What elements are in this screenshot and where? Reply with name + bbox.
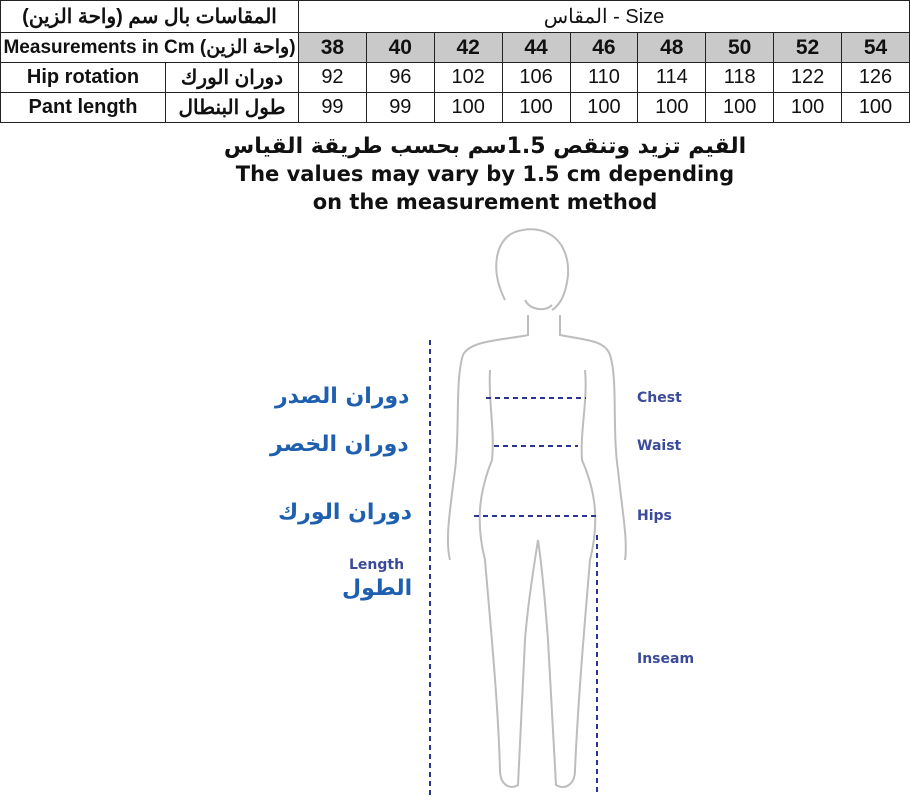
size-cell: 38: [298, 32, 367, 63]
inseam-label-en: Inseam: [637, 651, 695, 667]
size-cell: 46: [569, 32, 639, 63]
value-cell: 122: [773, 62, 842, 93]
hips-label-ar: دوران الورك: [278, 500, 413, 525]
size-cell: 50: [705, 32, 775, 63]
value-cell: 100: [501, 92, 571, 123]
size-cell: 52: [773, 32, 842, 63]
value-cell: 92: [298, 62, 367, 93]
value-cell: 100: [841, 92, 910, 123]
size-header: المقاس - Size: [298, 0, 910, 33]
value-cell: 96: [365, 62, 435, 93]
note-english-line2: on the measurement method: [312, 190, 658, 214]
size-table: المقاسات بال سم (واحة الزين) المقاس - Si…: [0, 0, 910, 123]
table-title: المقاسات بال سم (واحة الزين): [0, 0, 299, 33]
waist-label-en: Waist: [637, 438, 682, 454]
size-cell: 54: [841, 32, 910, 63]
length-label-ar: الطول: [342, 576, 413, 601]
value-cell: 100: [433, 92, 503, 123]
row-label-ar: طول البنطال: [165, 92, 299, 123]
value-cell: 99: [298, 92, 367, 123]
value-cell: 100: [773, 92, 842, 123]
units-label: Measurements in Cm (واحة الزين): [0, 32, 299, 63]
value-cell: 114: [637, 62, 707, 93]
chest-label-ar: دوران الصدر: [275, 384, 410, 409]
note-english-line1: The values may vary by 1.5 cm depending: [235, 162, 735, 186]
measurement-lines: [429, 340, 600, 795]
value-cell: 99: [365, 92, 435, 123]
size-cell: 44: [501, 32, 571, 63]
value-cell: 110: [569, 62, 639, 93]
row-label-en: Pant length: [0, 92, 166, 123]
sizes-row: Measurements in Cm (واحة الزين) 38 40 42…: [0, 32, 910, 63]
table-header-row: المقاسات بال سم (واحة الزين) المقاس - Si…: [0, 0, 910, 33]
length-label-en: Length: [349, 557, 405, 573]
value-cell: 106: [501, 62, 571, 93]
value-cell: 100: [637, 92, 707, 123]
size-cell: 40: [365, 32, 435, 63]
value-cell: 102: [433, 62, 503, 93]
woman-silhouette: [446, 228, 627, 788]
note-arabic: القيم تزيد وتنقص 1.5سم بحسب طريقة القياس: [223, 134, 747, 159]
table-row-hip: Hip rotation دوران الورك 92 96 102 106 1…: [0, 62, 910, 93]
size-cell: 42: [433, 32, 503, 63]
chest-label-en: Chest: [637, 390, 682, 406]
value-cell: 100: [705, 92, 775, 123]
value-cell: 126: [841, 62, 910, 93]
table-row-length: Pant length طول البنطال 99 99 100 100 10…: [0, 92, 910, 123]
waist-label-ar: دوران الخصر: [270, 432, 409, 457]
hips-label-en: Hips: [637, 508, 672, 524]
